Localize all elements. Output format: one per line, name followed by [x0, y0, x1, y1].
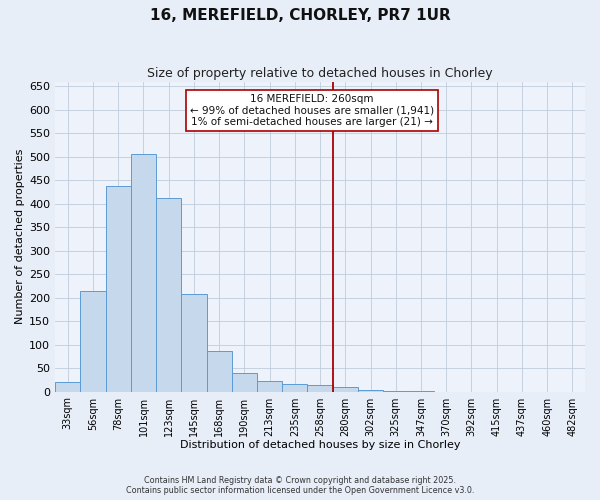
Bar [307, 384, 332, 392]
Text: Contains HM Land Registry data © Crown copyright and database right 2025.
Contai: Contains HM Land Registry data © Crown c… [126, 476, 474, 495]
Bar [181, 294, 206, 392]
Bar [156, 198, 181, 392]
X-axis label: Distribution of detached houses by size in Chorley: Distribution of detached houses by size … [180, 440, 460, 450]
Bar [282, 384, 307, 392]
Bar [383, 390, 409, 392]
Bar [257, 382, 282, 392]
Bar [80, 290, 106, 392]
Y-axis label: Number of detached properties: Number of detached properties [15, 149, 25, 324]
Text: 16 MEREFIELD: 260sqm
← 99% of detached houses are smaller (1,941)
1% of semi-det: 16 MEREFIELD: 260sqm ← 99% of detached h… [190, 94, 434, 128]
Bar [358, 390, 383, 392]
Bar [131, 154, 156, 392]
Bar [332, 387, 358, 392]
Bar [232, 374, 257, 392]
Text: 16, MEREFIELD, CHORLEY, PR7 1UR: 16, MEREFIELD, CHORLEY, PR7 1UR [149, 8, 451, 22]
Title: Size of property relative to detached houses in Chorley: Size of property relative to detached ho… [147, 68, 493, 80]
Bar [55, 382, 80, 392]
Bar [106, 186, 131, 392]
Bar [206, 350, 232, 392]
